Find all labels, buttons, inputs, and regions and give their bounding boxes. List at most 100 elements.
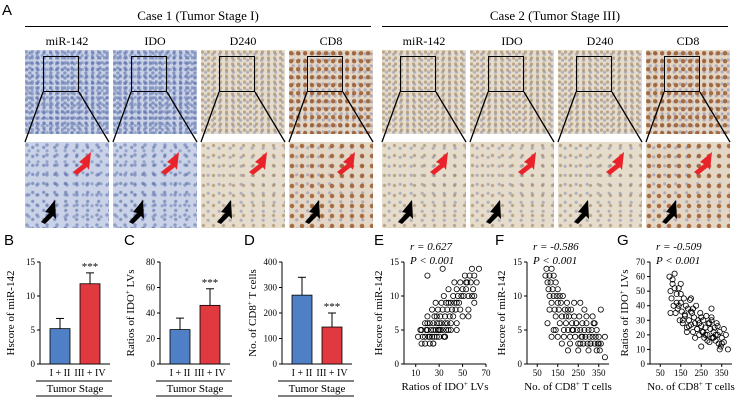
x-category-label: I + II <box>292 368 313 379</box>
y-tick-label: 0 <box>518 359 523 369</box>
y-tick-label: 10 <box>390 291 400 301</box>
data-point <box>716 346 723 353</box>
ihc-column-label: miR-142 <box>45 34 89 48</box>
data-point <box>587 340 594 347</box>
data-point <box>592 333 599 340</box>
data-point <box>562 320 569 327</box>
ihc-overview-image <box>470 50 554 134</box>
red-arrow-icon <box>337 152 355 175</box>
data-point <box>431 313 438 320</box>
arrow-icons <box>398 152 448 224</box>
data-point <box>601 333 608 340</box>
ihc-zoom-image <box>470 142 554 228</box>
ihc-overview-image <box>289 50 373 134</box>
data-point <box>583 320 590 327</box>
data-point <box>445 286 452 293</box>
data-point <box>453 320 460 327</box>
data-point <box>691 314 698 321</box>
arrow-icons <box>486 152 536 224</box>
data-point <box>422 320 429 327</box>
zoom-region-box <box>400 56 436 92</box>
y-axis-label: Hscore of miR-142 <box>5 271 17 356</box>
data-point <box>572 333 579 340</box>
data-point <box>465 313 472 320</box>
data-point <box>720 326 727 333</box>
x-axis-label: Tumor Stage <box>47 383 104 395</box>
data-point <box>548 299 555 306</box>
data-point <box>671 270 678 277</box>
red-arrow-icon <box>606 152 624 175</box>
data-point <box>677 280 684 287</box>
y-tick-label: 0 <box>641 359 646 369</box>
ihc-zoom-image <box>558 142 642 228</box>
data-point <box>553 292 560 299</box>
black-arrow-icon <box>398 200 413 224</box>
data-point <box>424 326 431 333</box>
data-point <box>445 326 452 333</box>
data-point <box>666 273 673 280</box>
data-point <box>567 340 574 347</box>
data-point <box>577 299 584 306</box>
data-point <box>471 292 478 299</box>
y-axis-label: No. of CD8+ T cells <box>246 269 259 357</box>
data-point <box>586 333 593 340</box>
data-point <box>563 299 570 306</box>
y-tick-label: 80 <box>146 257 156 267</box>
data-point <box>680 295 687 302</box>
significance-label: *** <box>324 301 341 313</box>
x-category-label: I + II <box>50 368 71 379</box>
correlation-r: r = 0.627 <box>410 241 452 253</box>
data-point <box>589 333 596 340</box>
data-point <box>453 326 460 333</box>
x-tick-label: 350 <box>592 368 606 378</box>
data-point <box>595 333 602 340</box>
data-point <box>583 313 590 320</box>
x-tick-label: 350 <box>715 368 729 378</box>
x-tick-label: 250 <box>695 368 709 378</box>
y-axis-label: Ratios of IDO+ LVs <box>124 270 137 357</box>
ihc-column-label: IDO <box>501 34 523 48</box>
bar <box>321 326 343 365</box>
data-point <box>686 296 693 303</box>
red-arrow-icon <box>73 152 91 175</box>
arrow-icons <box>662 152 712 224</box>
data-point <box>712 331 719 338</box>
data-point <box>693 302 700 309</box>
data-point <box>548 265 555 272</box>
data-point <box>454 292 461 299</box>
data-point <box>588 326 595 333</box>
data-point <box>717 343 724 350</box>
data-point <box>696 320 703 327</box>
data-point <box>433 313 440 320</box>
y-tick-label: 50 <box>636 286 646 296</box>
y-tick-label: 100 <box>264 334 278 344</box>
y-tick-label: 5 <box>31 325 36 335</box>
data-point <box>704 337 711 344</box>
data-point <box>668 295 675 302</box>
data-point <box>430 320 437 327</box>
data-point <box>434 306 441 313</box>
data-point <box>439 265 446 272</box>
data-point <box>581 326 588 333</box>
data-point <box>440 292 447 299</box>
data-point <box>550 326 557 333</box>
data-point <box>671 285 678 292</box>
x-axis-label: No. of CD8+ T cells <box>647 380 735 393</box>
data-point <box>685 323 692 330</box>
data-point <box>577 326 584 333</box>
significance-label: *** <box>82 261 99 273</box>
y-tick-label: 15 <box>390 257 400 267</box>
data-point <box>441 333 448 340</box>
data-point <box>453 299 460 306</box>
y-tick-label: 400 <box>264 257 278 267</box>
data-point <box>596 347 603 354</box>
ihc-zoom-image <box>201 142 285 228</box>
data-point <box>568 306 575 313</box>
data-point <box>577 340 584 347</box>
data-point <box>436 320 443 327</box>
data-point <box>429 306 436 313</box>
data-point <box>700 328 707 335</box>
significance-label: *** <box>202 277 219 289</box>
data-point <box>446 313 453 320</box>
